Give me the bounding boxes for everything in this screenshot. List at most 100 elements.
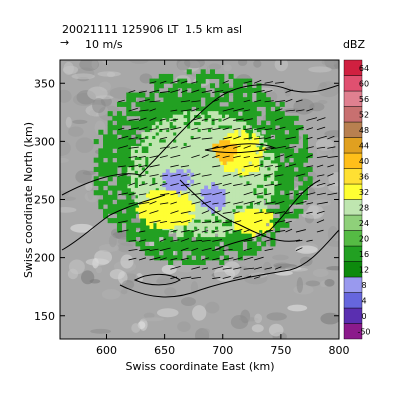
echo-cell [244,222,249,227]
echo-cell [182,246,188,252]
wind-vector [316,174,325,177]
echo-cell [237,171,242,176]
echo-cell [154,227,160,233]
echo-cell [273,166,278,171]
echo-cell [204,208,209,213]
echo-cell [258,154,263,159]
echo-cell [168,250,174,256]
echo-cell [256,111,262,117]
wind-vector [138,99,150,103]
echo-cell [190,219,195,224]
relief-patch [141,317,165,322]
echo-cell [221,196,226,200]
echo-cell [130,199,136,205]
echo-cell [228,229,233,234]
relief-patch [60,89,72,103]
echo-cell [263,159,268,164]
echo-cell [197,191,202,196]
echo-cell [200,236,206,242]
echo-cell [130,92,136,98]
relief-patch [274,60,289,72]
echo-cell [258,150,263,155]
echo-cell [235,201,240,206]
echo-cell [275,194,281,200]
echo-cell [248,222,253,227]
echo-cell [270,191,275,196]
wind-vector [243,229,250,233]
echo-cell [242,208,247,213]
echo-cell [186,120,192,126]
echo-cell [193,153,198,157]
echo-cell [204,156,209,161]
echo-cell [298,162,304,168]
echo-cell [219,125,225,131]
echo-cell [153,214,157,219]
echo-cell [228,201,233,206]
relief-patch [95,266,103,274]
echo-cell [227,164,232,169]
echo-cell [242,115,248,121]
echo-cell [237,236,243,242]
echo-cell [191,246,197,252]
echo-cell [200,180,205,185]
echo-cell [235,177,240,182]
wind-vector [295,201,307,205]
echo-cell [186,135,191,140]
echo-cell [191,207,196,212]
echo-cell [116,148,123,154]
wind-vector [233,201,244,205]
echo-cell [121,199,127,205]
echo-cell [151,187,156,192]
echo-cell [156,225,161,229]
wind-vector [128,146,139,149]
echo-cell [190,128,195,133]
echo-cell [221,189,226,193]
echo-cell [180,200,185,205]
echo-cell [196,97,202,103]
echo-cell [135,92,141,98]
echo-cell [137,184,142,189]
echo-cell [158,177,163,182]
wind-vector [170,173,181,177]
echo-cell [184,197,189,202]
echo-cell [263,194,268,199]
wind-vector [159,118,167,121]
echo-cell [98,166,104,172]
echo-cell [247,111,253,117]
echo-cell [207,233,212,238]
echo-cell [230,168,235,172]
echo-cell [298,166,304,172]
echo-cell [126,218,132,224]
echo-cell [165,135,170,140]
wind-vector [128,107,138,112]
echo-cell [251,106,257,112]
echo-cell [153,204,157,209]
relief-patch [266,312,287,321]
echo-cell [170,207,175,212]
wind-vector [180,80,188,84]
echo-cell [186,187,191,192]
echo-cell [256,173,261,178]
echo-cell [134,198,139,203]
echo-cell [251,233,256,238]
wind-vector [233,118,244,121]
echo-cell [191,83,197,89]
echo-cell [237,215,242,220]
echo-cell [284,134,290,140]
echo-cell [247,106,253,112]
echo-cell [275,176,281,182]
echo-cell [200,111,206,117]
echo-cell [186,241,192,247]
colorbar-level-label: 28 [359,203,369,212]
echo-cell [270,143,276,149]
echo-cell [223,168,228,172]
echo-cell [270,208,276,214]
echo-cell [137,194,142,199]
echo-cell [126,232,132,238]
echo-cell [121,148,127,154]
wind-vector [118,99,125,103]
echo-cell [242,121,247,126]
echo-cell [186,153,191,157]
echo-cell [177,207,182,212]
wind-vector [128,257,137,261]
